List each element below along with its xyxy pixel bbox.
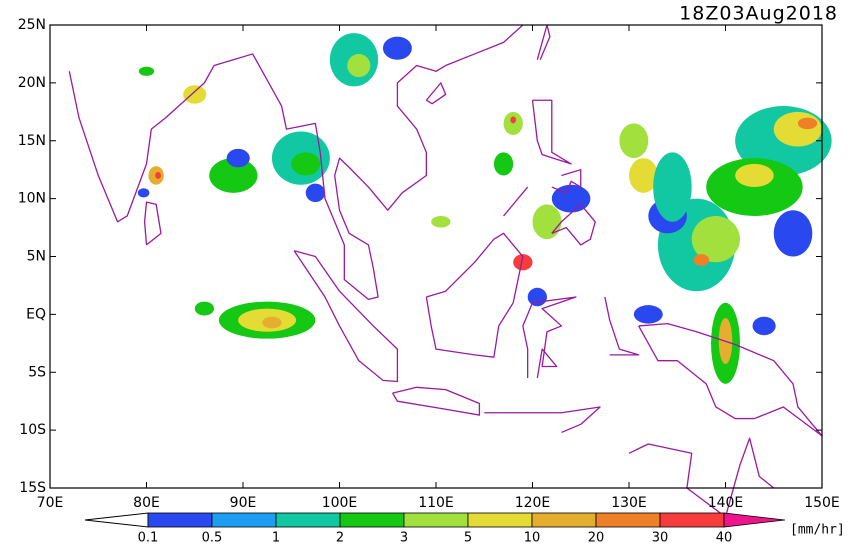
precip-area xyxy=(382,36,412,60)
precip-area xyxy=(735,163,774,188)
colorbar-segment xyxy=(147,512,213,528)
precip-area xyxy=(493,152,514,176)
colorbar-label: 3 xyxy=(400,531,408,545)
colorbar-label: 10 xyxy=(524,531,541,545)
precip-area xyxy=(551,184,591,213)
coastline xyxy=(503,186,529,217)
lon-label: 110E xyxy=(418,495,454,511)
timestamp: 18Z03Aug2018 xyxy=(679,3,838,25)
lon-label: 130E xyxy=(611,495,647,511)
colorbar: 0.1 0.5 1 2 3 5 10 20 30 40 [mm/hr] xyxy=(84,512,845,546)
coastline xyxy=(143,201,162,246)
precip-area xyxy=(226,148,250,168)
precip-area xyxy=(431,215,451,228)
precip-area xyxy=(773,210,813,257)
lon-label: 140E xyxy=(708,495,744,511)
coastline xyxy=(484,406,601,434)
precip-area xyxy=(653,152,692,222)
coastlines xyxy=(68,24,823,518)
precip-area xyxy=(209,158,258,193)
coastline xyxy=(604,296,640,356)
colorbar-label: 2 xyxy=(336,531,344,545)
precip-area xyxy=(797,117,818,130)
precip-area xyxy=(693,254,710,266)
lon-label: 70E xyxy=(37,495,64,511)
coastline xyxy=(522,296,577,379)
precip-area xyxy=(629,158,658,193)
coastline xyxy=(293,250,399,383)
precip-area xyxy=(510,116,517,124)
precip-area xyxy=(138,66,155,76)
coastline xyxy=(425,82,447,105)
precip-area xyxy=(183,85,207,104)
precip-area xyxy=(347,53,371,78)
lat-label: 5N xyxy=(27,249,46,265)
colorbar-label: 1 xyxy=(272,531,280,545)
colorbar-segment xyxy=(339,512,405,528)
precip-area xyxy=(752,316,776,336)
colorbar-label: 0.5 xyxy=(202,531,223,545)
colorbar-unit: [mm/hr] xyxy=(790,523,845,538)
colorbar-segment xyxy=(403,512,469,528)
colorbar-segment xyxy=(211,512,277,528)
precip-area xyxy=(513,254,533,271)
colorbar-label: 30 xyxy=(652,531,669,545)
colorbar-segment xyxy=(467,512,533,528)
colorbar-segment xyxy=(275,512,341,528)
lat-label: EQ xyxy=(26,306,46,322)
lat-label: 10S xyxy=(19,422,46,438)
precip-area xyxy=(155,172,161,179)
lon-label: 90E xyxy=(230,495,257,511)
precip-area xyxy=(633,305,663,324)
colorbar-label: 20 xyxy=(588,531,605,545)
coastline xyxy=(531,99,572,165)
lat-label: 5S xyxy=(28,364,46,380)
precip-area xyxy=(262,316,282,329)
coastline xyxy=(551,169,582,194)
colorbar-label: 5 xyxy=(464,531,472,545)
precip-area xyxy=(532,204,562,240)
coastline xyxy=(68,24,524,300)
colorbar-segment xyxy=(659,512,725,528)
colorbar-low-end xyxy=(84,512,149,528)
precip-area xyxy=(527,287,547,307)
coastline xyxy=(425,232,524,358)
lon-label: 100E xyxy=(322,495,358,511)
lon-label: 150E xyxy=(804,495,840,511)
precip-area xyxy=(194,301,215,316)
coastline xyxy=(392,386,481,416)
lon-label: 80E xyxy=(133,495,160,511)
precip-area xyxy=(691,215,740,263)
lat-label: 10N xyxy=(18,191,46,207)
precip-area xyxy=(305,183,326,203)
coastline xyxy=(536,24,551,60)
precip-area xyxy=(137,188,150,198)
colorbar-high-end xyxy=(723,512,786,528)
precip-area xyxy=(619,123,649,159)
colorbar-label: 0.1 xyxy=(138,531,159,545)
colorbar-segment xyxy=(531,512,597,528)
lat-label: 25N xyxy=(18,17,46,33)
lat-label: 15S xyxy=(19,480,46,496)
colorbar-segment xyxy=(595,512,661,528)
lat-label: 20N xyxy=(18,75,46,91)
lon-label: 120E xyxy=(515,495,551,511)
precip-area xyxy=(291,152,321,176)
coastline xyxy=(551,203,596,246)
precip-areas xyxy=(137,33,832,384)
colorbar-label: 40 xyxy=(716,531,733,545)
coastline xyxy=(638,322,823,437)
precip-area xyxy=(773,111,822,147)
lat-label: 15N xyxy=(18,133,46,149)
